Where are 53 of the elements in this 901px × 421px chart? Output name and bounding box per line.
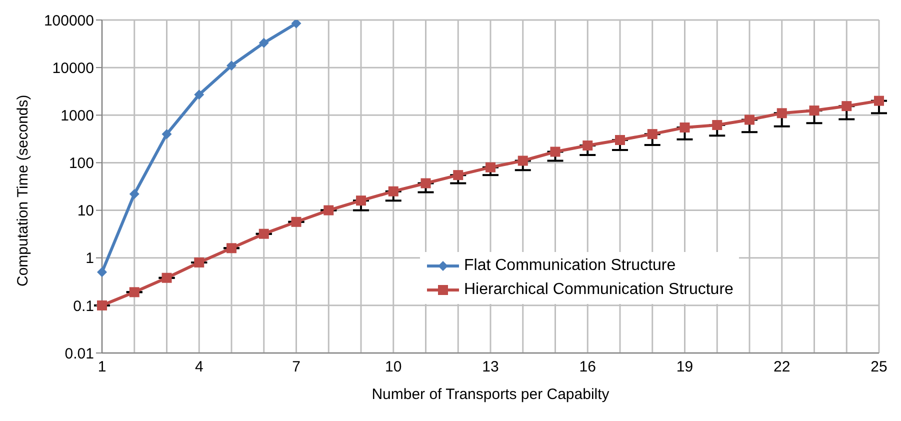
point (324, 205, 334, 216)
point (809, 106, 820, 116)
x-tick-label: 19 (676, 358, 694, 376)
y-tick-label: 100 (68, 155, 94, 172)
point (453, 170, 464, 180)
point (550, 146, 560, 157)
y-tick-label: 0.1 (73, 298, 94, 315)
point (97, 267, 107, 278)
point (162, 272, 172, 283)
x-tick-label: 22 (774, 358, 790, 376)
point (356, 196, 366, 206)
x-axis-title: Number of Transports per Capabilty (372, 386, 610, 403)
point (518, 156, 528, 166)
point (291, 20, 302, 28)
x-tick-label: 4 (194, 358, 204, 376)
y-tick-label: 0.01 (64, 345, 94, 362)
point (258, 38, 269, 48)
point (486, 162, 496, 172)
y-axis-title: Computation Time (seconds) (14, 94, 32, 286)
point (129, 287, 140, 298)
x-tick-label: 10 (385, 358, 402, 376)
point (97, 300, 107, 310)
point (776, 108, 787, 118)
point (129, 188, 140, 199)
point (680, 122, 690, 132)
point (842, 101, 852, 112)
x-tick-label: 16 (579, 358, 596, 376)
point (291, 216, 302, 227)
y-tick-label: 10000 (52, 60, 94, 77)
x-tick-label: 25 (870, 358, 888, 376)
x-tick-label: 13 (482, 358, 499, 376)
point (647, 129, 658, 140)
point (258, 228, 269, 239)
point (874, 96, 884, 106)
y-tick-label: 1 (86, 250, 94, 268)
point (582, 140, 593, 151)
point (162, 129, 172, 140)
legend-label: Flat Communication Structure (464, 257, 676, 275)
point (194, 257, 204, 268)
y-tick-label: 10 (77, 202, 94, 220)
legend-label: Hierarchical Communication Structure (464, 281, 734, 299)
point (194, 90, 204, 100)
y-tick-label: 1000 (60, 107, 94, 124)
point (615, 135, 625, 146)
y-tick-label: 100000 (44, 12, 94, 30)
point (420, 178, 431, 188)
point (712, 120, 722, 130)
x-tick-label: 7 (292, 358, 300, 376)
x-tick-label: 1 (98, 358, 106, 376)
point (226, 60, 236, 71)
point (744, 114, 754, 125)
point (226, 243, 236, 254)
point (388, 186, 398, 196)
